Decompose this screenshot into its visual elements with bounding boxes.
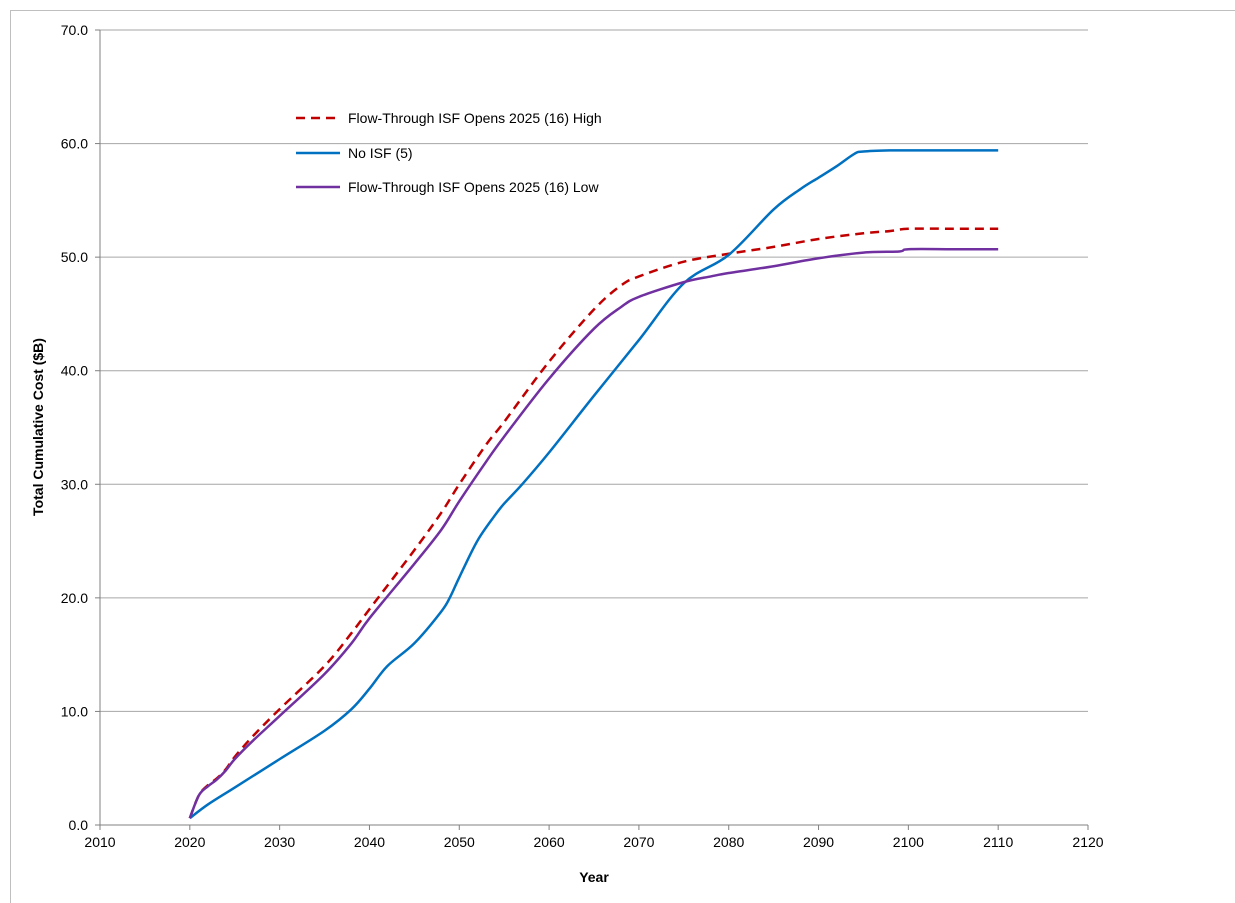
y-tick-label-6: 60.0 [61, 136, 88, 152]
y-tick-label-4: 40.0 [61, 363, 88, 379]
x-tick-label-1: 2020 [174, 834, 205, 850]
x-axis-title: Year [579, 869, 609, 885]
series-line-no-isf-5 [189, 149, 999, 820]
x-tick-label-7: 2080 [713, 834, 744, 850]
chart-frame [10, 10, 1235, 903]
legend-label-2: Flow-Through ISF Opens 2025 (16) Low [348, 179, 599, 195]
x-tick-label-2: 2030 [264, 834, 295, 850]
x-tick-label-0: 2010 [84, 834, 115, 850]
x-tick-label-3: 2040 [354, 834, 385, 850]
y-tick-label-5: 50.0 [61, 249, 88, 265]
axes [95, 29, 1089, 830]
x-tick-label-5: 2060 [534, 834, 565, 850]
y-axis-title: Total Cumulative Cost ($B) [30, 338, 46, 516]
y-tick-label-0: 0.0 [69, 817, 89, 833]
y-tick-label-1: 10.0 [61, 703, 88, 719]
x-tick-label-11: 2120 [1072, 834, 1103, 850]
series-lines [188, 149, 999, 820]
series-line-flow-through-isf-opens-2025-16-high [188, 227, 999, 819]
legend: Flow-Through ISF Opens 2025 (16) High No … [296, 110, 602, 195]
x-tick-label-6: 2070 [623, 834, 654, 850]
x-tick-label-10: 2110 [983, 834, 1013, 850]
legend-label-1: No ISF (5) [348, 145, 413, 161]
x-tick-labels: 2010 2020 2030 2040 2050 2060 2070 2080 2090 2100… [84, 834, 1103, 850]
series-line-flow-through-isf-opens-2025-16-low [188, 247, 999, 819]
y-tick-label-2: 20.0 [61, 590, 88, 606]
y-tick-label-7: 70.0 [61, 22, 88, 38]
x-tick-label-4: 2050 [444, 834, 475, 850]
y-tick-labels: 0.0 10.0 20.0 30.0 40.0 50.0 60.0 70.0 [61, 22, 88, 833]
x-tick-label-8: 2090 [803, 834, 834, 850]
x-tick-label-9: 2100 [893, 834, 924, 850]
y-tick-label-3: 30.0 [61, 476, 88, 492]
gridlines [100, 29, 1088, 712]
legend-label-0: Flow-Through ISF Opens 2025 (16) High [348, 110, 602, 126]
